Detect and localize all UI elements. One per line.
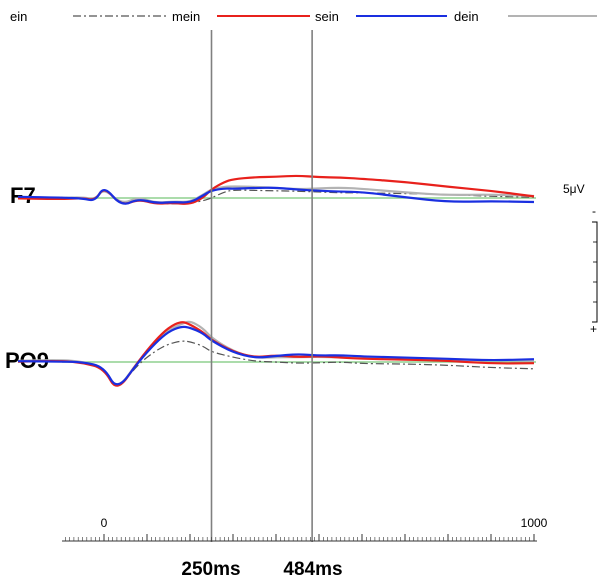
x-tick-label-0: 0: [101, 516, 108, 530]
panel-po9-traces: [17, 320, 535, 387]
marker-label-250ms: 250ms: [181, 559, 240, 580]
x-tick-label-1000: 1000: [521, 516, 548, 530]
panel-f7-traces: [17, 174, 535, 205]
legend: ein mein sein dein: [10, 9, 597, 24]
legend-label-dein: dein: [454, 9, 479, 24]
legend-label-ein: ein: [10, 9, 27, 24]
x-axis: 0 1000: [62, 516, 548, 542]
scale-bracket: [592, 221, 598, 323]
channel-label-f7: F7: [10, 183, 36, 208]
trace-f7-sein: [17, 186, 535, 205]
trace-po9-mein: [17, 321, 535, 387]
trace-po9-dein: [17, 320, 535, 386]
trace-po9-sein: [17, 325, 535, 386]
legend-label-sein: sein: [315, 9, 339, 24]
amplitude-scale-bar: 5μV - +: [563, 182, 598, 336]
x-axis-ticks: [65, 534, 535, 541]
marker-label-484ms: 484ms: [283, 559, 342, 580]
legend-label-mein: mein: [172, 9, 200, 24]
scale-bottom-sign: +: [590, 322, 597, 336]
scale-label: 5μV: [563, 182, 585, 196]
scale-top-sign: -: [592, 204, 596, 218]
